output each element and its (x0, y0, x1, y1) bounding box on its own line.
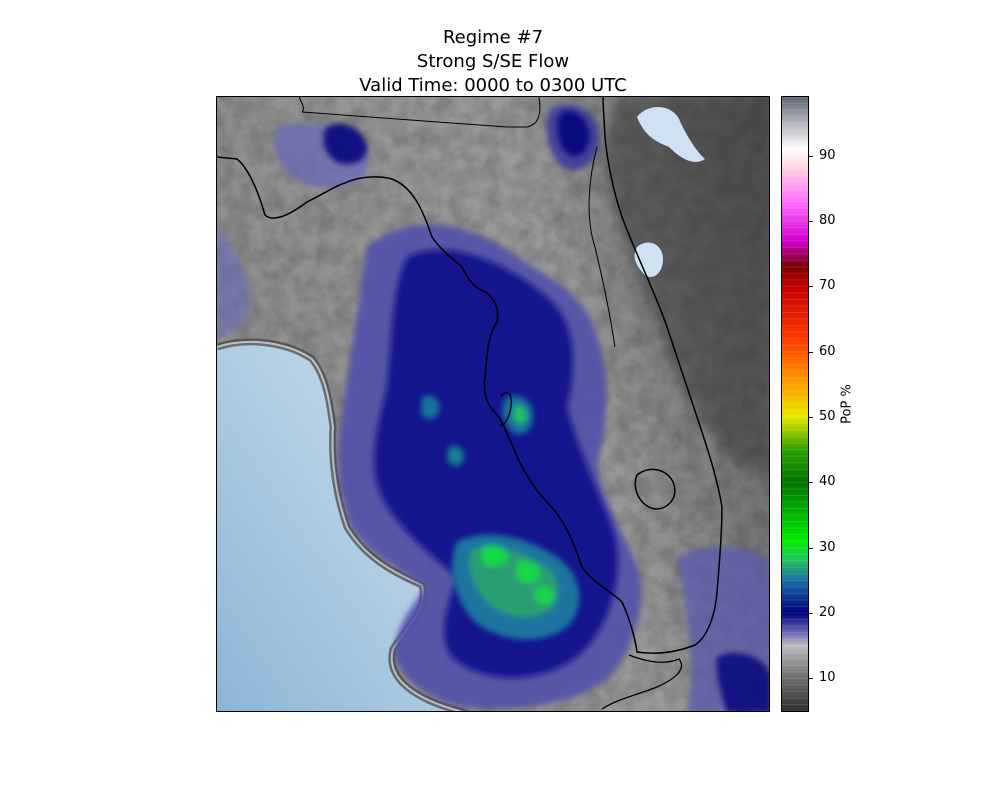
colorbar-fill (782, 97, 808, 711)
atlantic-dark-zone (602, 97, 769, 477)
fl-ga-boundary (301, 97, 541, 128)
fl-al-boundary (298, 97, 304, 113)
lake-okeechobee (634, 468, 676, 510)
colorbar-tick-mark (809, 613, 813, 615)
colorbar-tick-mark (809, 482, 813, 484)
colorbar-tick-mark (809, 678, 813, 680)
colorbar-tick-label: 70 (819, 278, 836, 294)
map-title: Regime #7 Strong S/SE Flow Valid Time: 0… (216, 26, 770, 98)
gulf-of-mexico (217, 341, 460, 711)
title-valid-time: Valid Time: 0000 to 0300 UTC (359, 75, 627, 96)
light-blue-patch-mid (634, 242, 663, 278)
colorbar (781, 96, 809, 712)
colorbar-tick-mark (809, 221, 813, 223)
colorbar-tick-label: 40 (819, 474, 836, 490)
colorbar-label: PoP % (839, 384, 855, 424)
pop-green-layer (421, 395, 580, 640)
colorbar-tick-label: 30 (819, 539, 836, 555)
gulf-shelf-highlight (217, 340, 464, 711)
colorbar-tick-mark (809, 155, 813, 157)
pop-map (216, 96, 770, 712)
st-johns-river (588, 146, 616, 348)
colorbar-tick-mark (809, 547, 813, 549)
colorbar-tick-label: 90 (819, 147, 836, 163)
title-regime: Regime #7 (442, 27, 544, 48)
colorbar-ticks: 10 20 30 40 50 60 70 80 90 (809, 96, 869, 712)
florida-coastline (217, 97, 723, 654)
colorbar-gradient (782, 97, 808, 711)
colorbar-tick-label: 10 (819, 670, 836, 686)
colorbar-tick-label: 80 (819, 213, 836, 229)
florida-keys (601, 654, 683, 710)
tampa-bay (498, 391, 513, 426)
colorbar-tick-mark (809, 286, 813, 288)
colorbar-tick-mark (809, 351, 813, 353)
title-flow: Strong S/SE Flow (416, 51, 570, 72)
light-blue-patch-north (637, 107, 705, 162)
colorbar-tick-label: 60 (819, 343, 836, 359)
colorbar-tick-mark (809, 417, 813, 419)
pop-map-svg (217, 97, 769, 711)
colorbar-tick-label: 50 (819, 409, 836, 425)
colorbar-tick-label: 20 (819, 605, 836, 621)
